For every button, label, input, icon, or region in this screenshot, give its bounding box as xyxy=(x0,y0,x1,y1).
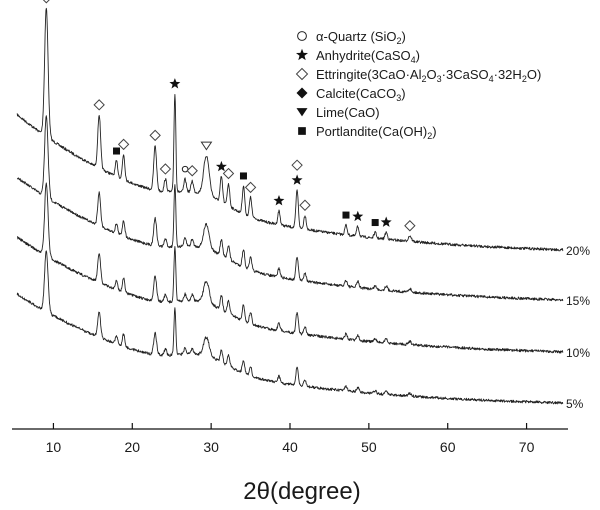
legend-label: Calcite(CaCO3) xyxy=(316,86,406,103)
legend-marker-open-circle xyxy=(297,31,307,41)
legend-marker-filled-star xyxy=(296,48,308,61)
series-label-20pct: 20% xyxy=(566,244,590,258)
phase-marker-filled-star xyxy=(380,216,392,227)
series-label-5pct: 5% xyxy=(566,397,584,411)
phase-markers xyxy=(42,0,416,232)
legend: α-Quartz (SiO2) Anhydrite(CaSO4) Ettringit… xyxy=(295,29,541,141)
legend-marker-filled-triangle-down xyxy=(296,108,308,117)
phase-marker-open-diamond xyxy=(159,163,172,175)
phase-marker-filled-star xyxy=(169,78,181,89)
phase-marker-open-diamond xyxy=(404,220,416,232)
xrd-curve-10pct xyxy=(17,182,564,354)
legend-label: α-Quartz (SiO2) xyxy=(316,29,406,46)
x-tick-label: 60 xyxy=(440,439,456,455)
phase-marker-filled-star xyxy=(352,210,364,222)
phase-marker-open-diamond xyxy=(42,0,50,4)
x-tick-label: 50 xyxy=(361,439,377,455)
x-axis-title: 2θ(degree) xyxy=(243,478,360,505)
phase-marker-open-diamond xyxy=(244,181,257,194)
phase-marker-filled-square xyxy=(342,211,350,219)
x-tick-label: 30 xyxy=(203,439,219,455)
xrd-curve-20pct xyxy=(16,7,564,252)
x-tick-label: 10 xyxy=(46,439,62,455)
legend-label: Portlandite(Ca(OH)2) xyxy=(316,124,437,141)
legend-label: Anhydrite(CaSO4) xyxy=(316,48,420,65)
phase-marker-open-circle xyxy=(181,165,189,173)
series-labels: 20% 15% 10% 5% xyxy=(566,244,590,411)
legend-label: Ettringite(3CaO·Al2O3·3CaSO4·32H2O) xyxy=(316,67,541,84)
x-axis: 10 20 30 40 50 60 70 xyxy=(12,423,568,455)
phase-marker-filled-square xyxy=(371,219,379,227)
legend-label: Lime(CaO) xyxy=(316,105,380,120)
series-label-15pct: 15% xyxy=(566,294,590,308)
phase-marker-filled-square xyxy=(113,147,121,155)
phase-marker-filled-star xyxy=(273,195,285,206)
phase-marker-open-diamond xyxy=(186,165,198,177)
phase-marker-filled-star xyxy=(291,174,303,185)
phase-marker-open-diamond xyxy=(299,199,311,211)
phase-marker-open-diamond xyxy=(117,138,130,151)
x-tick-label: 20 xyxy=(124,439,140,455)
phase-marker-open-diamond xyxy=(222,167,235,180)
phase-marker-filled-star xyxy=(215,160,227,172)
phase-marker-open-diamond xyxy=(291,159,303,171)
xrd-curve-5pct xyxy=(16,250,564,405)
phase-marker-open-triangle-down xyxy=(200,141,213,151)
x-tick-label: 40 xyxy=(282,439,298,455)
x-tick-label: 70 xyxy=(519,439,535,455)
legend-marker-filled-diamond xyxy=(296,87,308,99)
phase-marker-open-diamond xyxy=(149,129,161,142)
legend-marker-filled-square xyxy=(298,127,306,135)
series-label-10pct: 10% xyxy=(566,346,590,360)
legend-marker-open-diamond xyxy=(295,67,309,81)
phase-marker-filled-square xyxy=(239,172,247,180)
xrd-curve-15pct xyxy=(16,115,564,302)
xrd-curves xyxy=(16,7,564,405)
phase-marker-open-diamond xyxy=(93,99,105,111)
